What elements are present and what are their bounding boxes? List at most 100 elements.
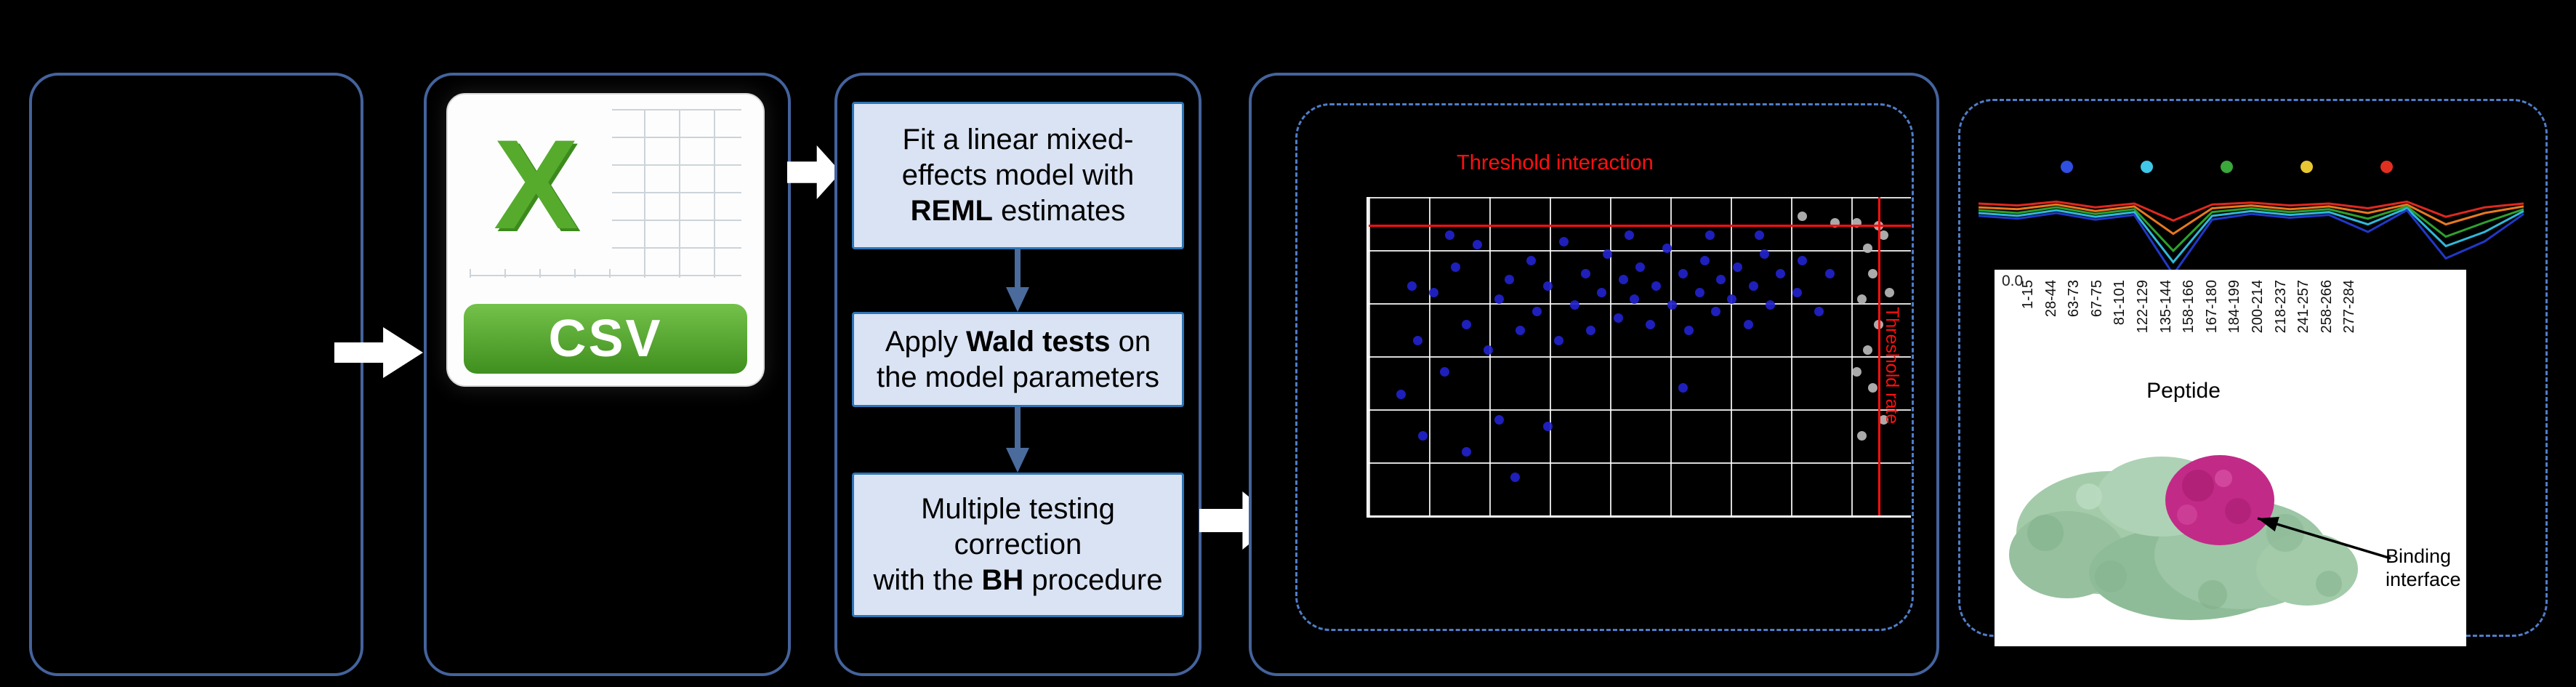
peptide-tick-label: 28-44 <box>2042 280 2059 318</box>
scatter-point <box>1798 211 1808 221</box>
scatter-point <box>1678 383 1689 393</box>
peptide-tick-label: 63-73 <box>2066 280 2082 318</box>
workflow-step-reml-text: Fit a linear mixed- effects model with R… <box>902 122 1134 228</box>
scatter-point <box>1824 268 1835 278</box>
scatter-plot <box>1367 197 1911 518</box>
scatter-point <box>1559 236 1569 246</box>
scatter-point <box>1569 300 1579 310</box>
scatter-point <box>1776 268 1786 278</box>
scatter-point <box>1651 281 1661 292</box>
step-text-bold: BH <box>981 563 1024 596</box>
scatter-point <box>1472 240 1482 250</box>
peptide-tick-label: 184-199 <box>2226 280 2243 334</box>
scatter-point <box>1407 281 1417 292</box>
csv-file-icon: X CSV <box>446 93 765 387</box>
profile-line-series-red <box>1978 200 2524 222</box>
peptide-tick-label: 241-257 <box>2295 280 2312 334</box>
scatter-point <box>1531 307 1542 317</box>
x-axis-title: Peptide <box>2146 379 2221 403</box>
scatter-point <box>1646 319 1656 329</box>
scatter-point <box>1396 390 1406 400</box>
scatter-point <box>1526 256 1537 266</box>
profile-line-series-blue <box>1978 209 2524 277</box>
profile-line-series-cyan <box>1978 206 2524 264</box>
workflow-step-bh-text: Multiple testing correction with the BH … <box>874 491 1163 598</box>
step-text: procedure <box>1023 563 1163 596</box>
scatter-point <box>1450 262 1460 272</box>
scatter-point <box>1494 415 1504 425</box>
binding-interface-label: Binding interface <box>2386 545 2461 591</box>
threshold-interaction-label: Threshold interaction <box>1457 151 1654 174</box>
annotation-arrow-icon <box>2257 517 2391 560</box>
scatter-point <box>1879 230 1889 241</box>
profile-line-series-orange <box>1978 203 2524 236</box>
workflow-step-wald: Apply Wald tests on the model parameters <box>852 312 1184 407</box>
peptide-tick-label: 167-180 <box>2203 280 2220 334</box>
down-arrow-icon <box>1006 249 1029 312</box>
binding-interface-region <box>2165 455 2274 545</box>
step-text-bold: Wald tests <box>966 325 1111 358</box>
scatter-point <box>1879 415 1889 425</box>
legend-dot-icon <box>2380 161 2393 173</box>
scatter-point <box>1798 256 1808 266</box>
threshold-rate-label: Threshold rate <box>1882 307 1902 425</box>
panel-csv-file: X CSV <box>424 73 791 676</box>
profile-line-series-green <box>1978 205 2524 253</box>
scatter-point <box>1743 319 1753 329</box>
scatter-point <box>1429 287 1439 297</box>
scatter-point <box>1619 275 1629 285</box>
protein-structure-image <box>2009 455 2391 620</box>
scatter-point <box>1586 326 1596 336</box>
scatter-point <box>1862 345 1872 355</box>
scatter-point <box>1580 268 1590 278</box>
step-text: on the model parameters <box>876 325 1160 393</box>
scatter-point <box>1678 268 1689 278</box>
scatter-point <box>1439 367 1449 377</box>
peptide-tick-label: 81-101 <box>2112 280 2128 326</box>
scatter-point <box>1624 230 1634 241</box>
step-text-bold: REML <box>910 194 993 227</box>
peptide-tick-label: 1-15 <box>2020 280 2036 310</box>
y-axis-tick-label: 0.0 <box>2002 273 2024 289</box>
legend-dot-icon <box>2141 161 2153 173</box>
peptide-tick-label: 67-75 <box>2088 280 2105 318</box>
step-text: Multiple testing correction with the <box>873 493 1115 596</box>
legend-dot-icon <box>2061 161 2073 173</box>
flow-arrow-right-icon <box>787 145 841 199</box>
scatter-point <box>1792 287 1802 297</box>
scatter-point <box>1694 287 1704 297</box>
scatter-point <box>1494 294 1504 304</box>
scatter-point <box>1597 287 1607 297</box>
scatter-point <box>1516 326 1526 336</box>
scatter-point <box>1814 307 1824 317</box>
scatter-point <box>1749 281 1759 292</box>
scatter-point <box>1683 326 1694 336</box>
peptide-profile-line-chart <box>1978 200 2524 277</box>
scatter-point <box>1667 300 1678 310</box>
panel-input-data <box>29 73 363 676</box>
scatter-point <box>1760 249 1770 260</box>
scatter-point <box>1765 300 1775 310</box>
scatter-point <box>1553 335 1563 345</box>
scatter-point <box>1635 262 1645 272</box>
threshold-line-horizontal <box>1369 224 1911 227</box>
scatter-point <box>1727 294 1737 304</box>
step-text: Fit a linear mixed- effects model with <box>901 124 1135 192</box>
peptide-tick-label: 158-166 <box>2181 280 2197 334</box>
panel-statistical-workflow: Fit a linear mixed- effects model with R… <box>834 73 1202 676</box>
csv-banner: CSV <box>463 304 748 374</box>
threshold-line-vertical <box>1878 197 1881 515</box>
workflow-step-bh: Multiple testing correction with the BH … <box>852 473 1184 617</box>
scatter-point <box>1857 294 1867 304</box>
scatter-point <box>1884 287 1894 297</box>
scatter-point <box>1868 268 1878 278</box>
scatter-point <box>1602 249 1612 260</box>
peptide-tick-label: 277-284 <box>2341 280 2358 334</box>
scatter-point <box>1542 421 1553 431</box>
panel-epitope-result: 0.0 1-15 28-44 63-73 67-75 81-101 122-129 135-… <box>1958 99 2548 646</box>
scatter-point <box>1418 431 1428 441</box>
peptide-tick-label: 258-266 <box>2318 280 2335 334</box>
scatter-point <box>1461 319 1471 329</box>
scatter-point <box>1862 243 1872 253</box>
